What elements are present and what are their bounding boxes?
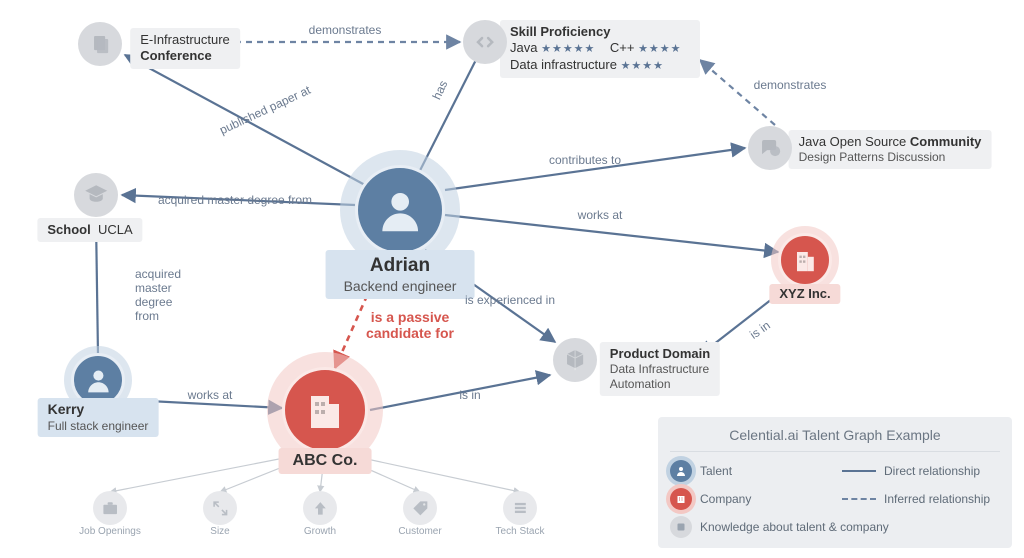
adrian-role: Backend engineer (344, 278, 457, 296)
kerry-label: Kerry Full stack engineer (38, 398, 159, 437)
skill-icon (463, 20, 507, 64)
abc-child-3-icon (403, 491, 437, 525)
abc-child-0-label: Job Openings (79, 526, 141, 537)
skill-0-stars: ★★★★★ (541, 43, 595, 55)
school-icon (74, 173, 118, 217)
legend-inferred: Inferred relationship (842, 492, 1000, 506)
abc-icon (282, 367, 368, 453)
abc-child-2-icon (303, 491, 337, 525)
node-community (748, 126, 792, 170)
edge-label-adrian-abc: is a passivecandidate for (366, 309, 454, 341)
edge-adrian-community (445, 148, 745, 190)
skill-box: Skill Proficiency Java ★★★★★ C++ ★★★★ Da… (500, 20, 700, 78)
conf-icon (78, 22, 122, 66)
domain-l2: Data Infrastructure (610, 362, 710, 377)
community-l1b: Community (910, 134, 982, 149)
adrian-label: Adrian Backend engineer (326, 250, 475, 299)
skill-0-name: Java (510, 40, 537, 55)
kerry-name: Kerry (48, 401, 149, 419)
legend-direct: Direct relationship (842, 464, 1000, 478)
abc-child-0-icon (93, 491, 127, 525)
school-title: School (47, 222, 90, 237)
edge-abc-domain (370, 375, 550, 410)
skill-2-stars: ★★★★ (621, 60, 664, 72)
node-school (74, 173, 118, 217)
abc-name: ABC Co. (293, 451, 358, 471)
edge-label-adrian-conf: published paper at (217, 83, 312, 137)
edge-label-xyz-domain: is in (747, 318, 773, 342)
edge-community-skill (700, 60, 775, 125)
domain-box: Product Domain Data Infrastructure Autom… (600, 342, 720, 396)
skill-1-stars: ★★★★ (638, 43, 681, 55)
edge-label-adrian-school: acquired master degree from (158, 193, 312, 207)
adrian-icon (355, 165, 445, 255)
edge-adrian-conf (125, 55, 365, 185)
conference-l1: E-Infrastructure (140, 32, 230, 48)
node-adrian (355, 165, 445, 255)
node-abc (282, 367, 368, 453)
edge-label-abc-domain: is in (459, 388, 480, 402)
edge-label-community-skill: demonstrates (754, 78, 827, 92)
node-conf (78, 22, 122, 66)
edge-label-kerry-abc: works at (188, 388, 233, 402)
abc-label: ABC Co. (279, 448, 372, 474)
abc-child-1-icon (203, 491, 237, 525)
skill-2-name: Data infrastructure (510, 57, 617, 72)
edge-label-conf-skill: demonstrates (309, 23, 382, 37)
conference-l2: Conference (140, 48, 230, 64)
xyz-name: XYZ Inc. (779, 286, 830, 302)
domain-l3: Automation (610, 377, 710, 392)
abc-child-1-label: Size (210, 526, 229, 537)
edge-adrian-xyz (445, 215, 778, 252)
edge-label-adrian-skill: has (430, 78, 451, 101)
school-value: UCLA (98, 222, 133, 237)
xyz-icon (778, 233, 832, 287)
edge-label-adrian-xyz: works at (578, 208, 623, 222)
diagram-stage: E-Infrastructure Conference Skill Profic… (0, 0, 1024, 558)
abc-child-4-icon (503, 491, 537, 525)
node-skill (463, 20, 507, 64)
adrian-name: Adrian (344, 254, 457, 278)
kerry-role: Full stack engineer (48, 419, 149, 434)
edge-label-kerry-school: acquiredmasterdegreefrom (135, 267, 181, 323)
abc-child-3-label: Customer (398, 526, 441, 537)
skill-title: Skill Proficiency (510, 24, 690, 40)
legend-title: Celential.ai Talent Graph Example (670, 425, 1000, 452)
community-box: Java Open Source Community Design Patter… (789, 130, 992, 169)
community-l1a: Java Open Source (799, 134, 910, 149)
legend-talent: Talent (670, 460, 828, 482)
domain-icon (553, 338, 597, 382)
node-domain (553, 338, 597, 382)
xyz-label: XYZ Inc. (769, 284, 840, 304)
community-icon (748, 126, 792, 170)
edge-label-adrian-domain: is experienced in (465, 293, 555, 307)
edge-label-adrian-community: contributes to (549, 153, 621, 167)
legend-knowledge: Knowledge about talent & company (670, 516, 1000, 538)
school-box: School UCLA (37, 218, 142, 242)
abc-child-2-label: Growth (304, 526, 336, 537)
domain-title: Product Domain (610, 346, 710, 362)
legend-company: Company (670, 488, 828, 510)
community-l2: Design Patterns Discussion (799, 150, 982, 165)
conference-box: E-Infrastructure Conference (130, 28, 240, 69)
skill-1-name: C++ (610, 40, 635, 55)
abc-child-4-label: Tech Stack (496, 526, 545, 537)
node-xyz (778, 233, 832, 287)
legend: Celential.ai Talent Graph Example Talent… (658, 417, 1012, 548)
edge-adrian-school (122, 195, 355, 205)
